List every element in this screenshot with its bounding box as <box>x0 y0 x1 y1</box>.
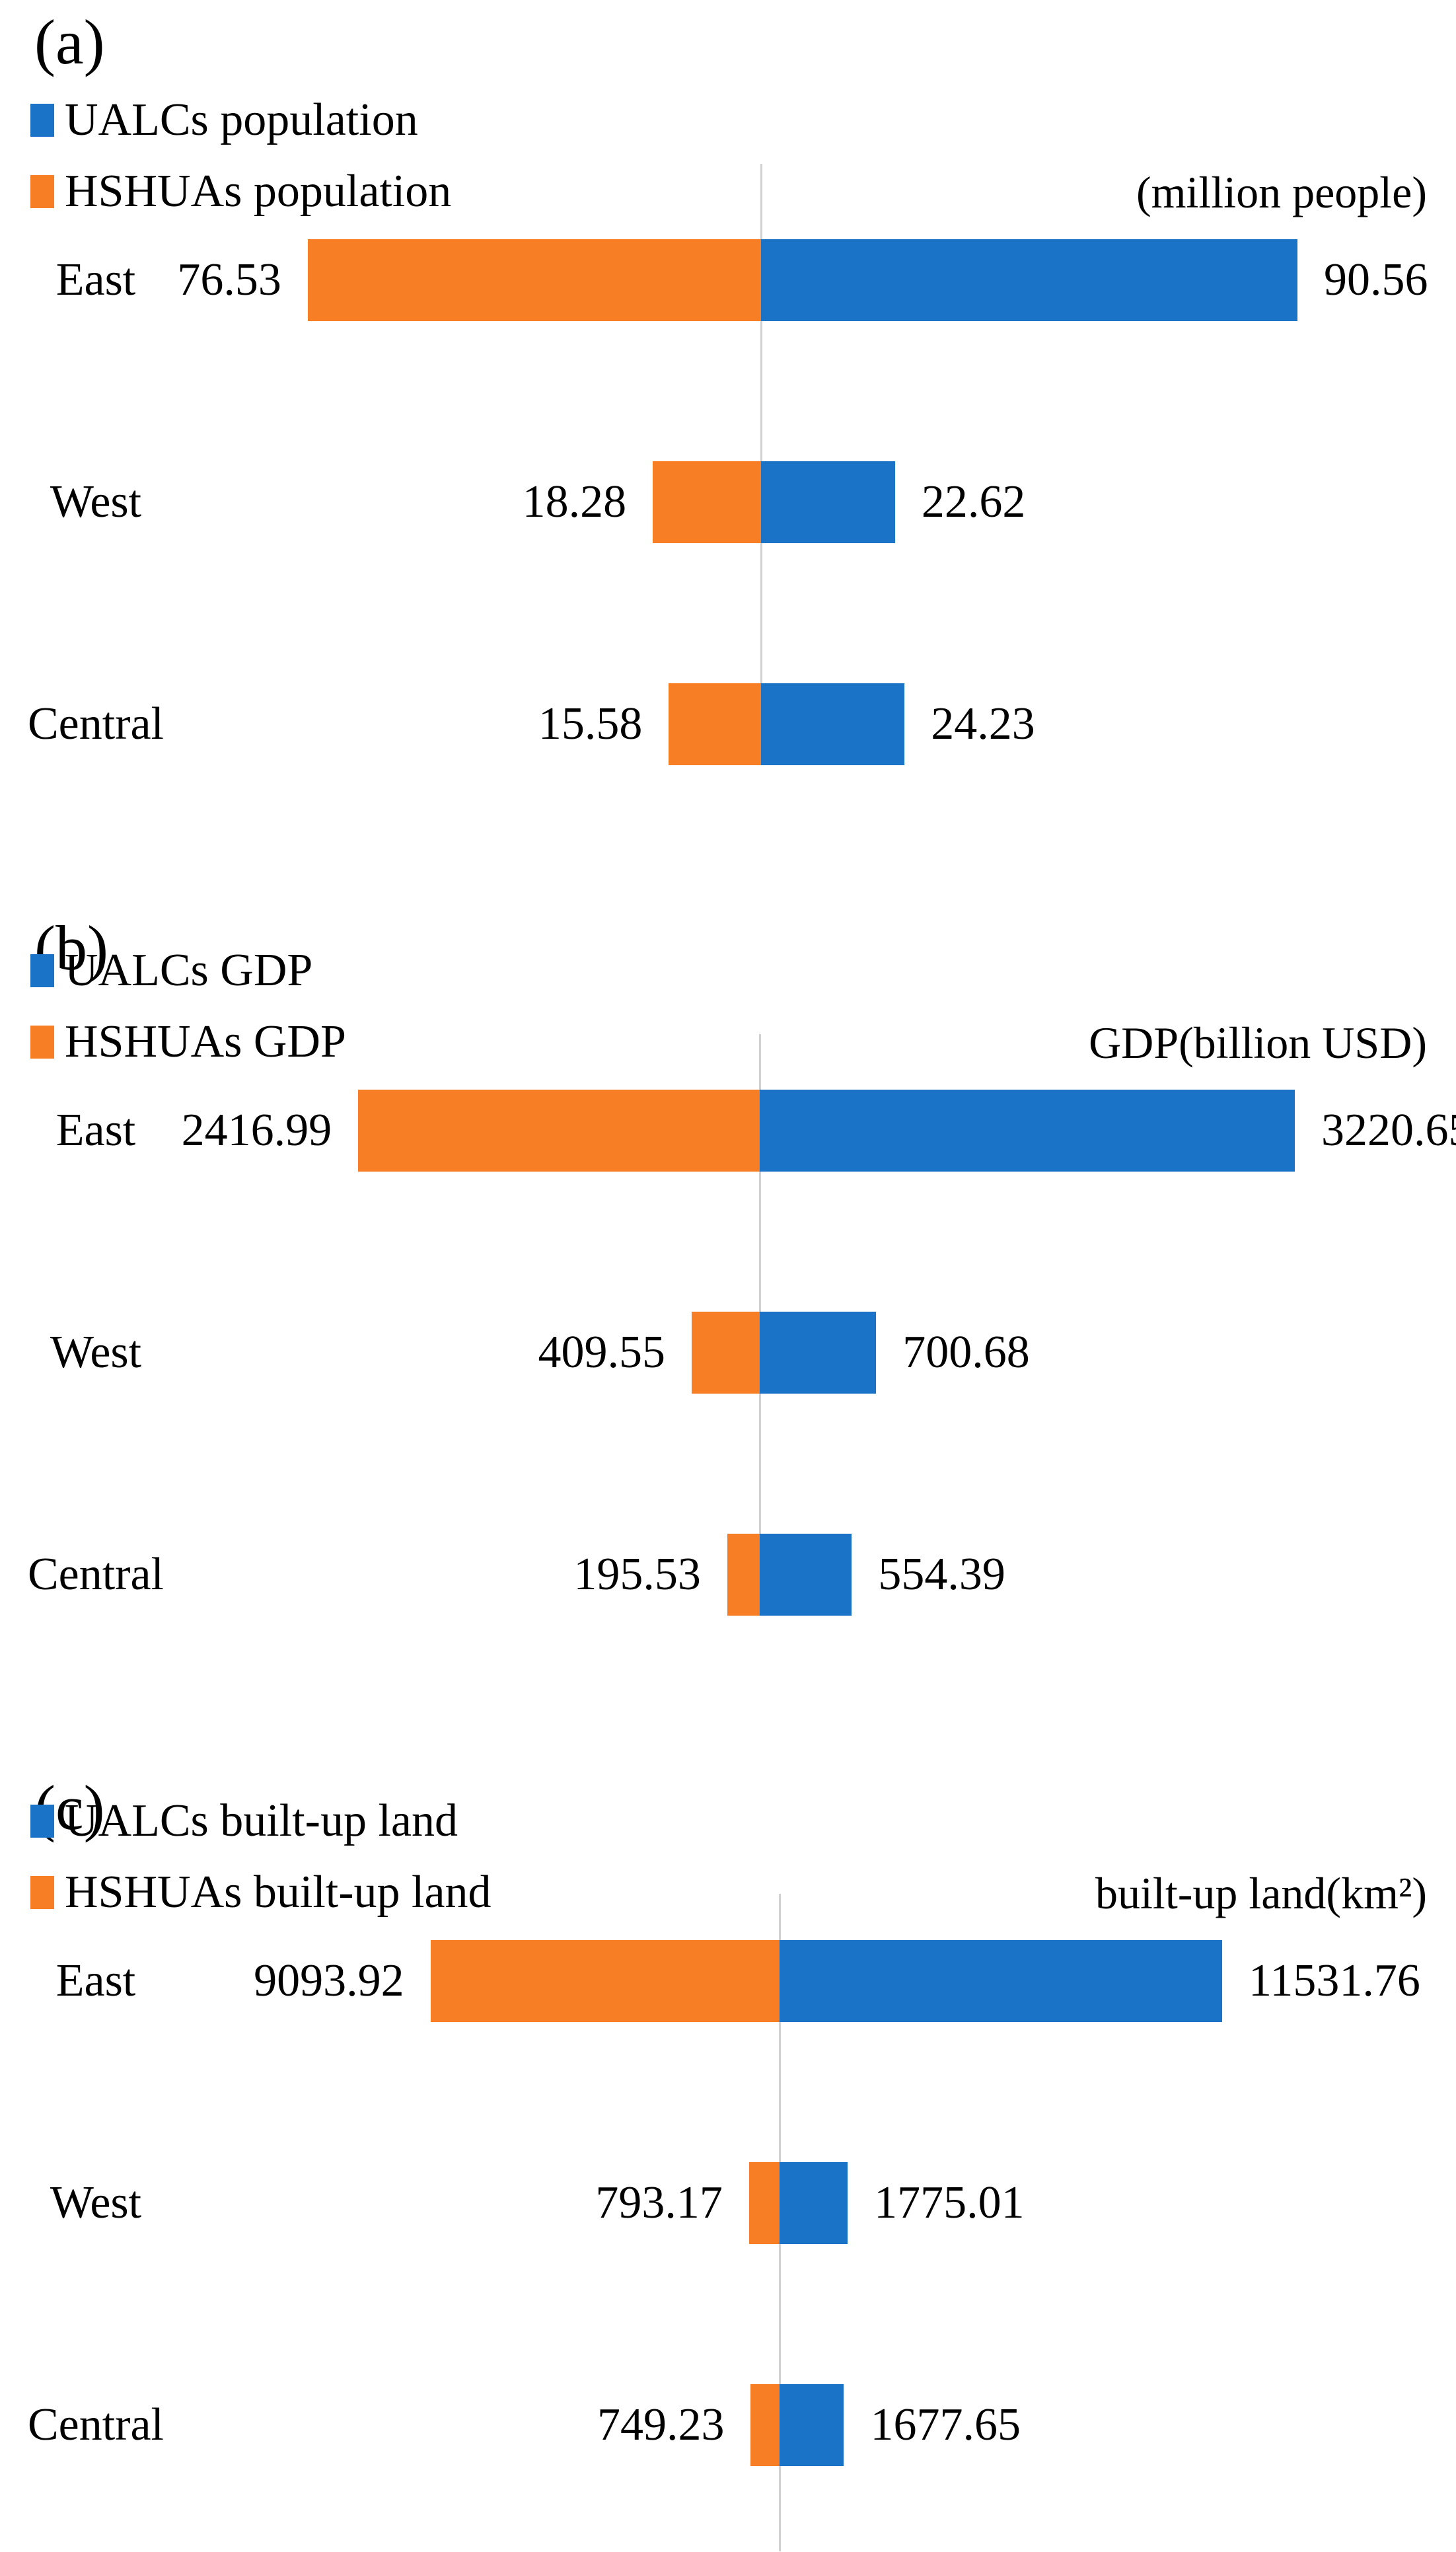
left-value-label: 76.53 <box>177 254 281 305</box>
legend-item-hshuas: HSHUAs built-up land <box>30 1867 491 1918</box>
ualcs-bar <box>760 1534 852 1616</box>
panel-b-gdp: (b) UALCs GDP HSHUAs GDP GDP(billion USD… <box>0 850 1456 1701</box>
unit-label: (million people) <box>1136 167 1427 217</box>
bar-row-central: Central 749.23 1677.65 <box>0 2384 1456 2466</box>
hshuas-bar <box>307 239 761 321</box>
ualcs-bar <box>760 1090 1295 1172</box>
axis-baseline <box>760 164 762 735</box>
right-value-label: 700.68 <box>902 1327 1030 1378</box>
hshuas-bar <box>748 2162 780 2244</box>
legend-label: UALCs GDP <box>65 945 313 996</box>
legend-swatch-orange-icon <box>30 175 54 208</box>
legend-swatch-orange-icon <box>30 1876 54 1909</box>
ualcs-bar <box>760 1312 877 1394</box>
hshuas-bar <box>430 1940 780 2022</box>
right-value-label: 24.23 <box>931 698 1035 749</box>
category-label: Central <box>27 1549 164 1600</box>
legend-item-hshuas: HSHUAs population <box>30 166 452 217</box>
ualcs-bar <box>780 1940 1222 2022</box>
right-value-label: 554.39 <box>878 1549 1005 1600</box>
left-value-label: 195.53 <box>573 1549 701 1600</box>
legend-label: HSHUAs population <box>65 166 452 217</box>
bar-row-central: Central 15.58 24.23 <box>0 683 1456 765</box>
ualcs-bar <box>780 2384 844 2466</box>
ualcs-bar <box>780 2162 848 2244</box>
unit-label: GDP(billion USD) <box>1089 1018 1427 1068</box>
legend-item-ualcs: UALCs GDP <box>30 945 313 996</box>
category-label: East <box>55 254 136 305</box>
right-value-label: 22.62 <box>921 476 1026 527</box>
category-label: West <box>50 2177 142 2228</box>
category-label: West <box>50 476 142 527</box>
left-value-label: 9093.92 <box>254 1955 404 2006</box>
legend-label: UALCs population <box>65 94 418 145</box>
bar-row-west: West 409.55 700.68 <box>0 1312 1456 1394</box>
left-value-label: 15.58 <box>538 698 643 749</box>
left-value-label: 749.23 <box>597 2399 725 2450</box>
unit-label: built-up land(km²) <box>1095 1868 1427 1918</box>
ualcs-bar <box>761 683 905 765</box>
legend-item-ualcs: UALCs built-up land <box>30 1795 458 1846</box>
right-value-label: 1775.01 <box>874 2177 1025 2228</box>
left-value-label: 409.55 <box>538 1327 666 1378</box>
hshuas-bar <box>653 461 761 543</box>
hshuas-bar <box>727 1534 760 1616</box>
legend-swatch-orange-icon <box>30 1026 54 1059</box>
legend-label: HSHUAs GDP <box>65 1016 346 1067</box>
legend-swatch-blue-icon <box>30 954 54 987</box>
legend-item-ualcs: UALCs population <box>30 94 418 145</box>
hshuas-bar <box>750 2384 780 2466</box>
category-label: West <box>50 1327 142 1378</box>
bar-row-east: East 76.53 90.56 <box>0 239 1456 321</box>
bar-row-west: West 18.28 22.62 <box>0 461 1456 543</box>
right-value-label: 3220.65 <box>1321 1105 1456 1156</box>
panel-a-population: (a) UALCs population HSHUAs population (… <box>0 0 1456 850</box>
category-label: Central <box>27 2399 164 2450</box>
legend-label: UALCs built-up land <box>65 1795 458 1846</box>
panel-c-built-up-land: (c) UALCs built-up land HSHUAs built-up … <box>0 1701 1456 2551</box>
bar-row-east: East 9093.92 11531.76 <box>0 1940 1456 2022</box>
right-value-label: 90.56 <box>1324 254 1428 305</box>
ualcs-bar <box>761 239 1297 321</box>
legend-swatch-blue-icon <box>30 104 54 137</box>
legend-item-hshuas: HSHUAs GDP <box>30 1016 346 1067</box>
category-label: East <box>55 1955 136 2006</box>
hshuas-bar <box>692 1312 760 1394</box>
left-value-label: 793.17 <box>595 2177 723 2228</box>
left-value-label: 2416.99 <box>181 1105 332 1156</box>
right-value-label: 1677.65 <box>870 2399 1021 2450</box>
right-value-label: 11531.76 <box>1249 1955 1420 2006</box>
bar-row-west: West 793.17 1775.01 <box>0 2162 1456 2244</box>
ualcs-bar <box>761 461 895 543</box>
legend-swatch-blue-icon <box>30 1805 54 1838</box>
category-label: Central <box>27 698 164 749</box>
category-label: East <box>55 1105 136 1156</box>
bar-row-central: Central 195.53 554.39 <box>0 1534 1456 1616</box>
hshuas-bar <box>358 1090 760 1172</box>
legend-label: HSHUAs built-up land <box>65 1867 491 1918</box>
hshuas-bar <box>669 683 761 765</box>
panel-label: (a) <box>34 7 105 77</box>
bar-row-east: East 2416.99 3220.65 <box>0 1090 1456 1172</box>
left-value-label: 18.28 <box>522 476 627 527</box>
